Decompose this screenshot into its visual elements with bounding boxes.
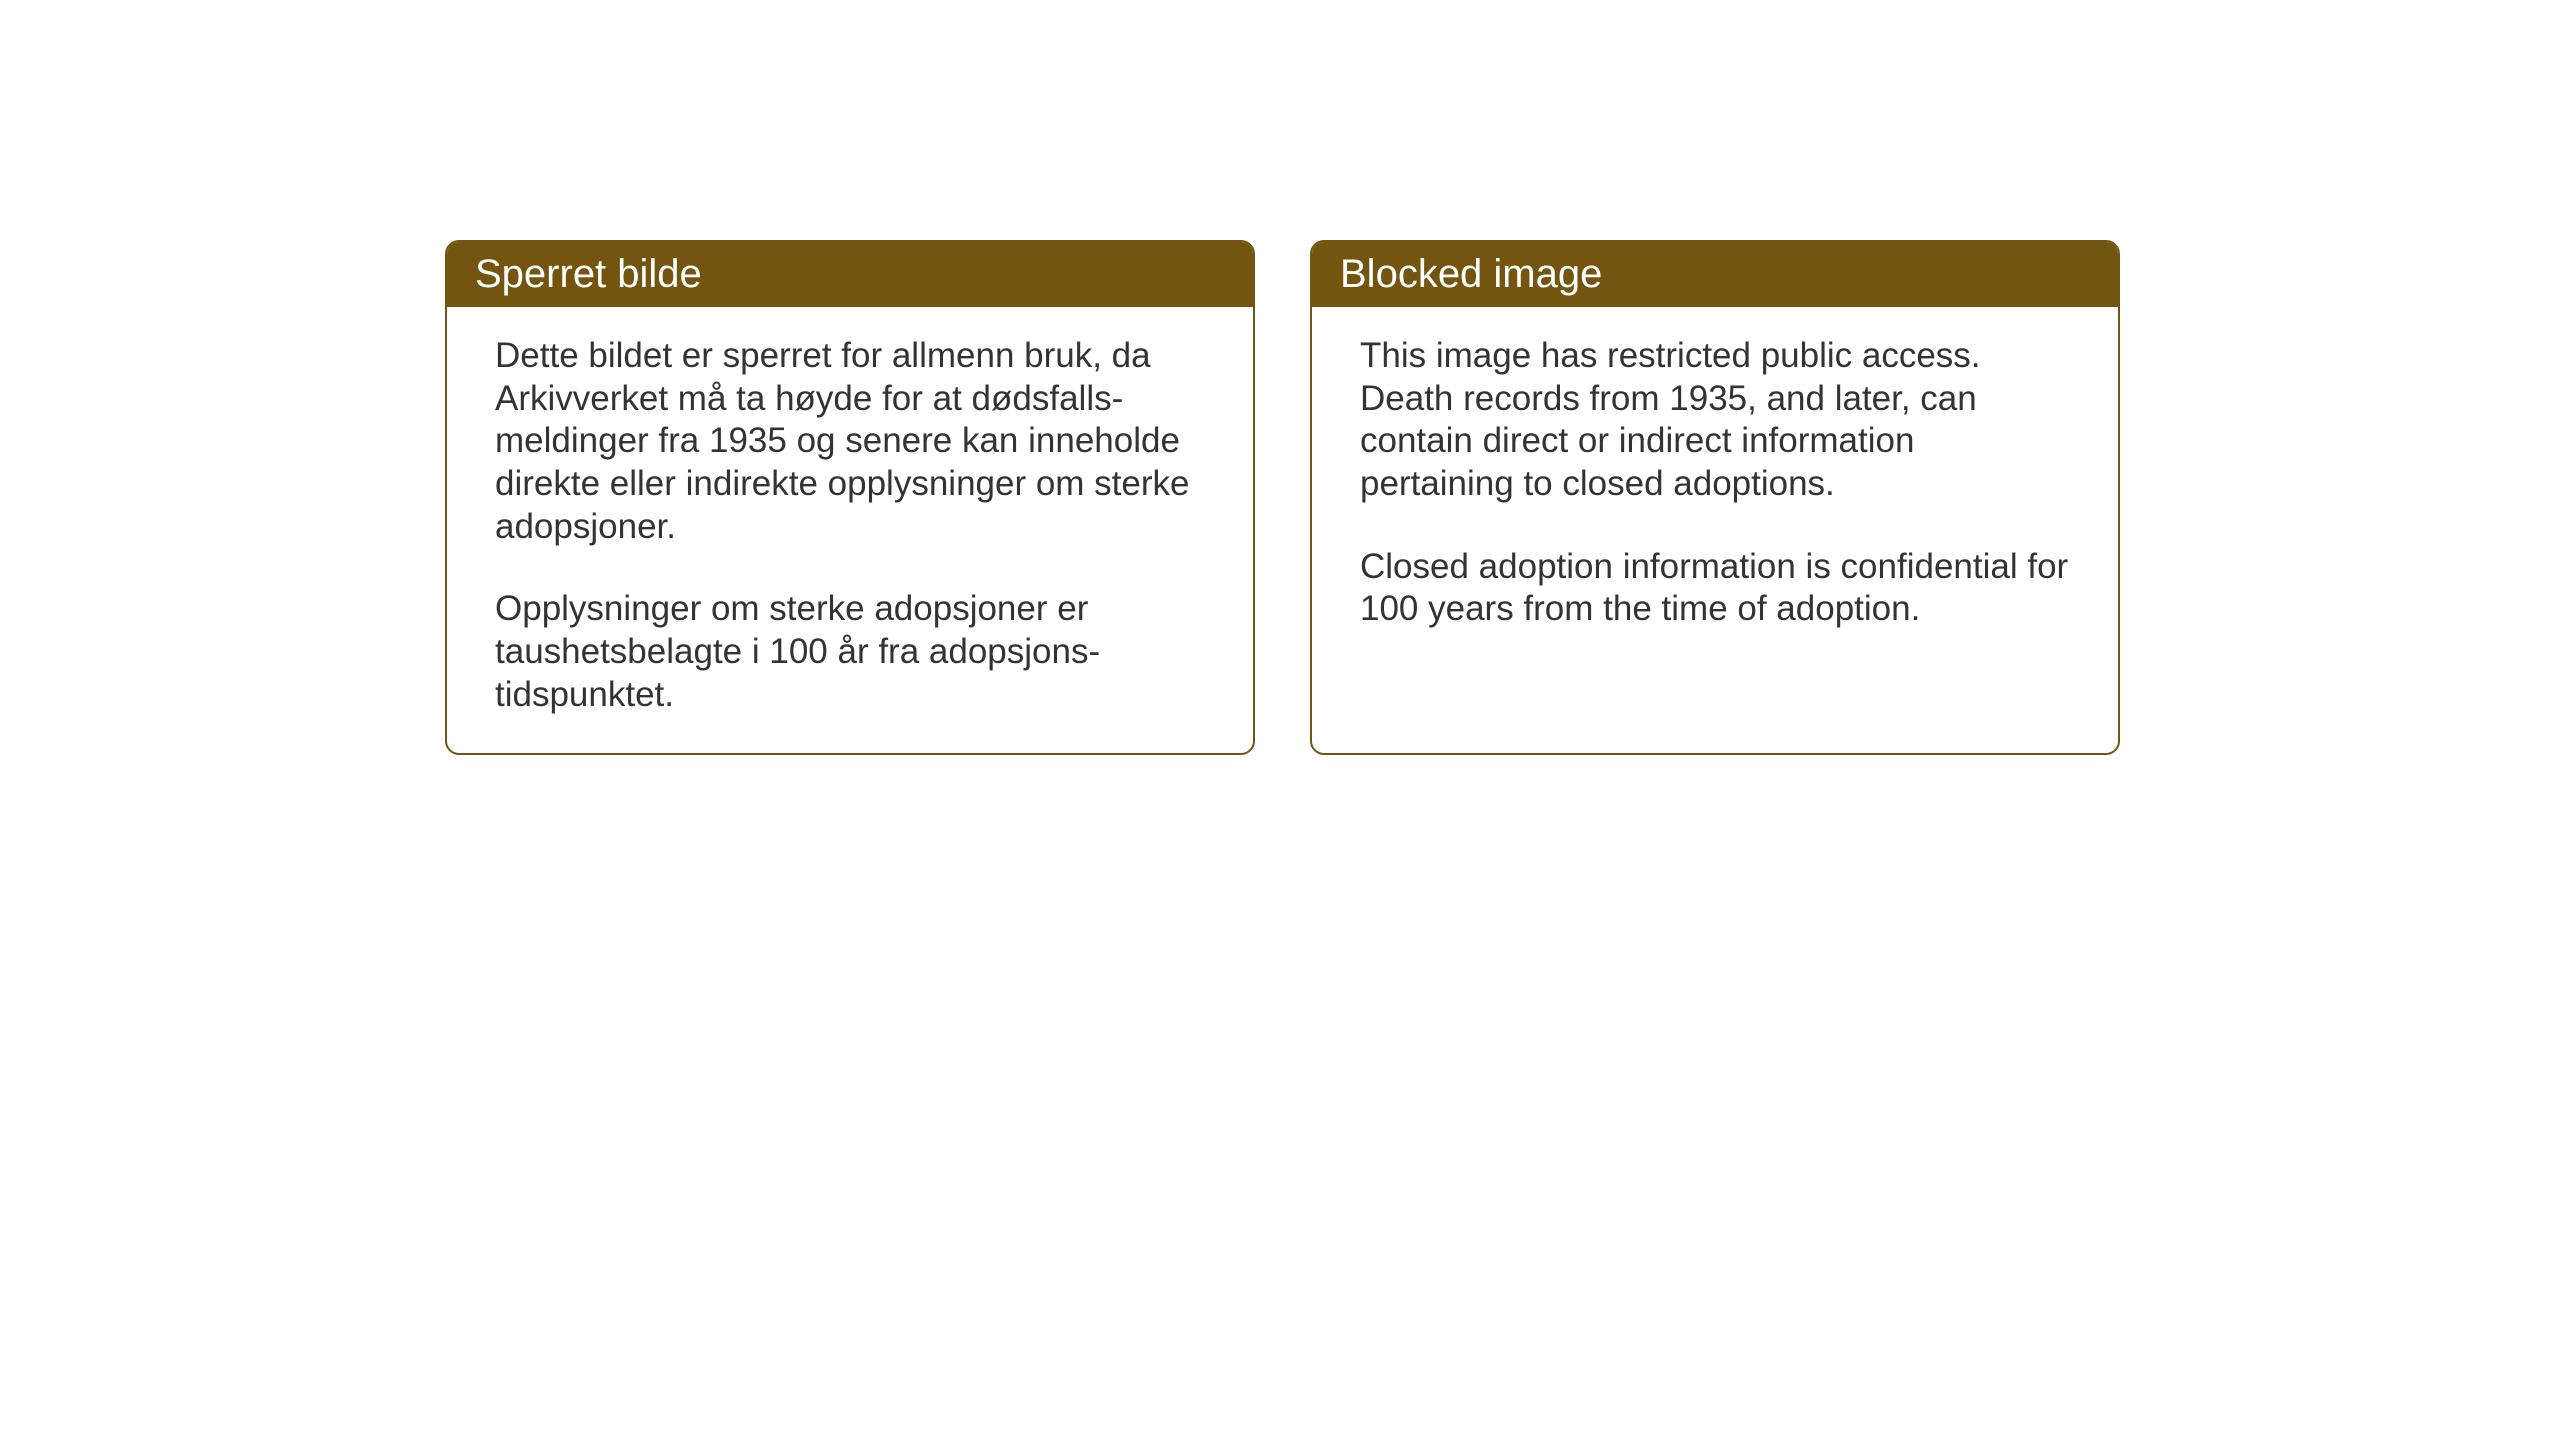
card-body-norwegian: Dette bildet er sperret for allmenn bruk… <box>447 307 1253 753</box>
card-para2-norwegian: Opplysninger om sterke adopsjoner er tau… <box>495 588 1205 716</box>
card-para1-norwegian: Dette bildet er sperret for allmenn bruk… <box>495 335 1205 548</box>
card-para1-english: This image has restricted public access.… <box>1360 335 2070 506</box>
card-header-english: Blocked image <box>1312 242 2118 307</box>
card-norwegian: Sperret bilde Dette bildet er sperret fo… <box>445 240 1255 755</box>
card-header-norwegian: Sperret bilde <box>447 242 1253 307</box>
card-para2-english: Closed adoption information is confident… <box>1360 546 2070 631</box>
notice-container: Sperret bilde Dette bildet er sperret fo… <box>445 240 2120 755</box>
card-title-english: Blocked image <box>1340 252 1602 296</box>
card-title-norwegian: Sperret bilde <box>475 252 702 296</box>
card-body-english: This image has restricted public access.… <box>1312 307 2118 667</box>
card-english: Blocked image This image has restricted … <box>1310 240 2120 755</box>
